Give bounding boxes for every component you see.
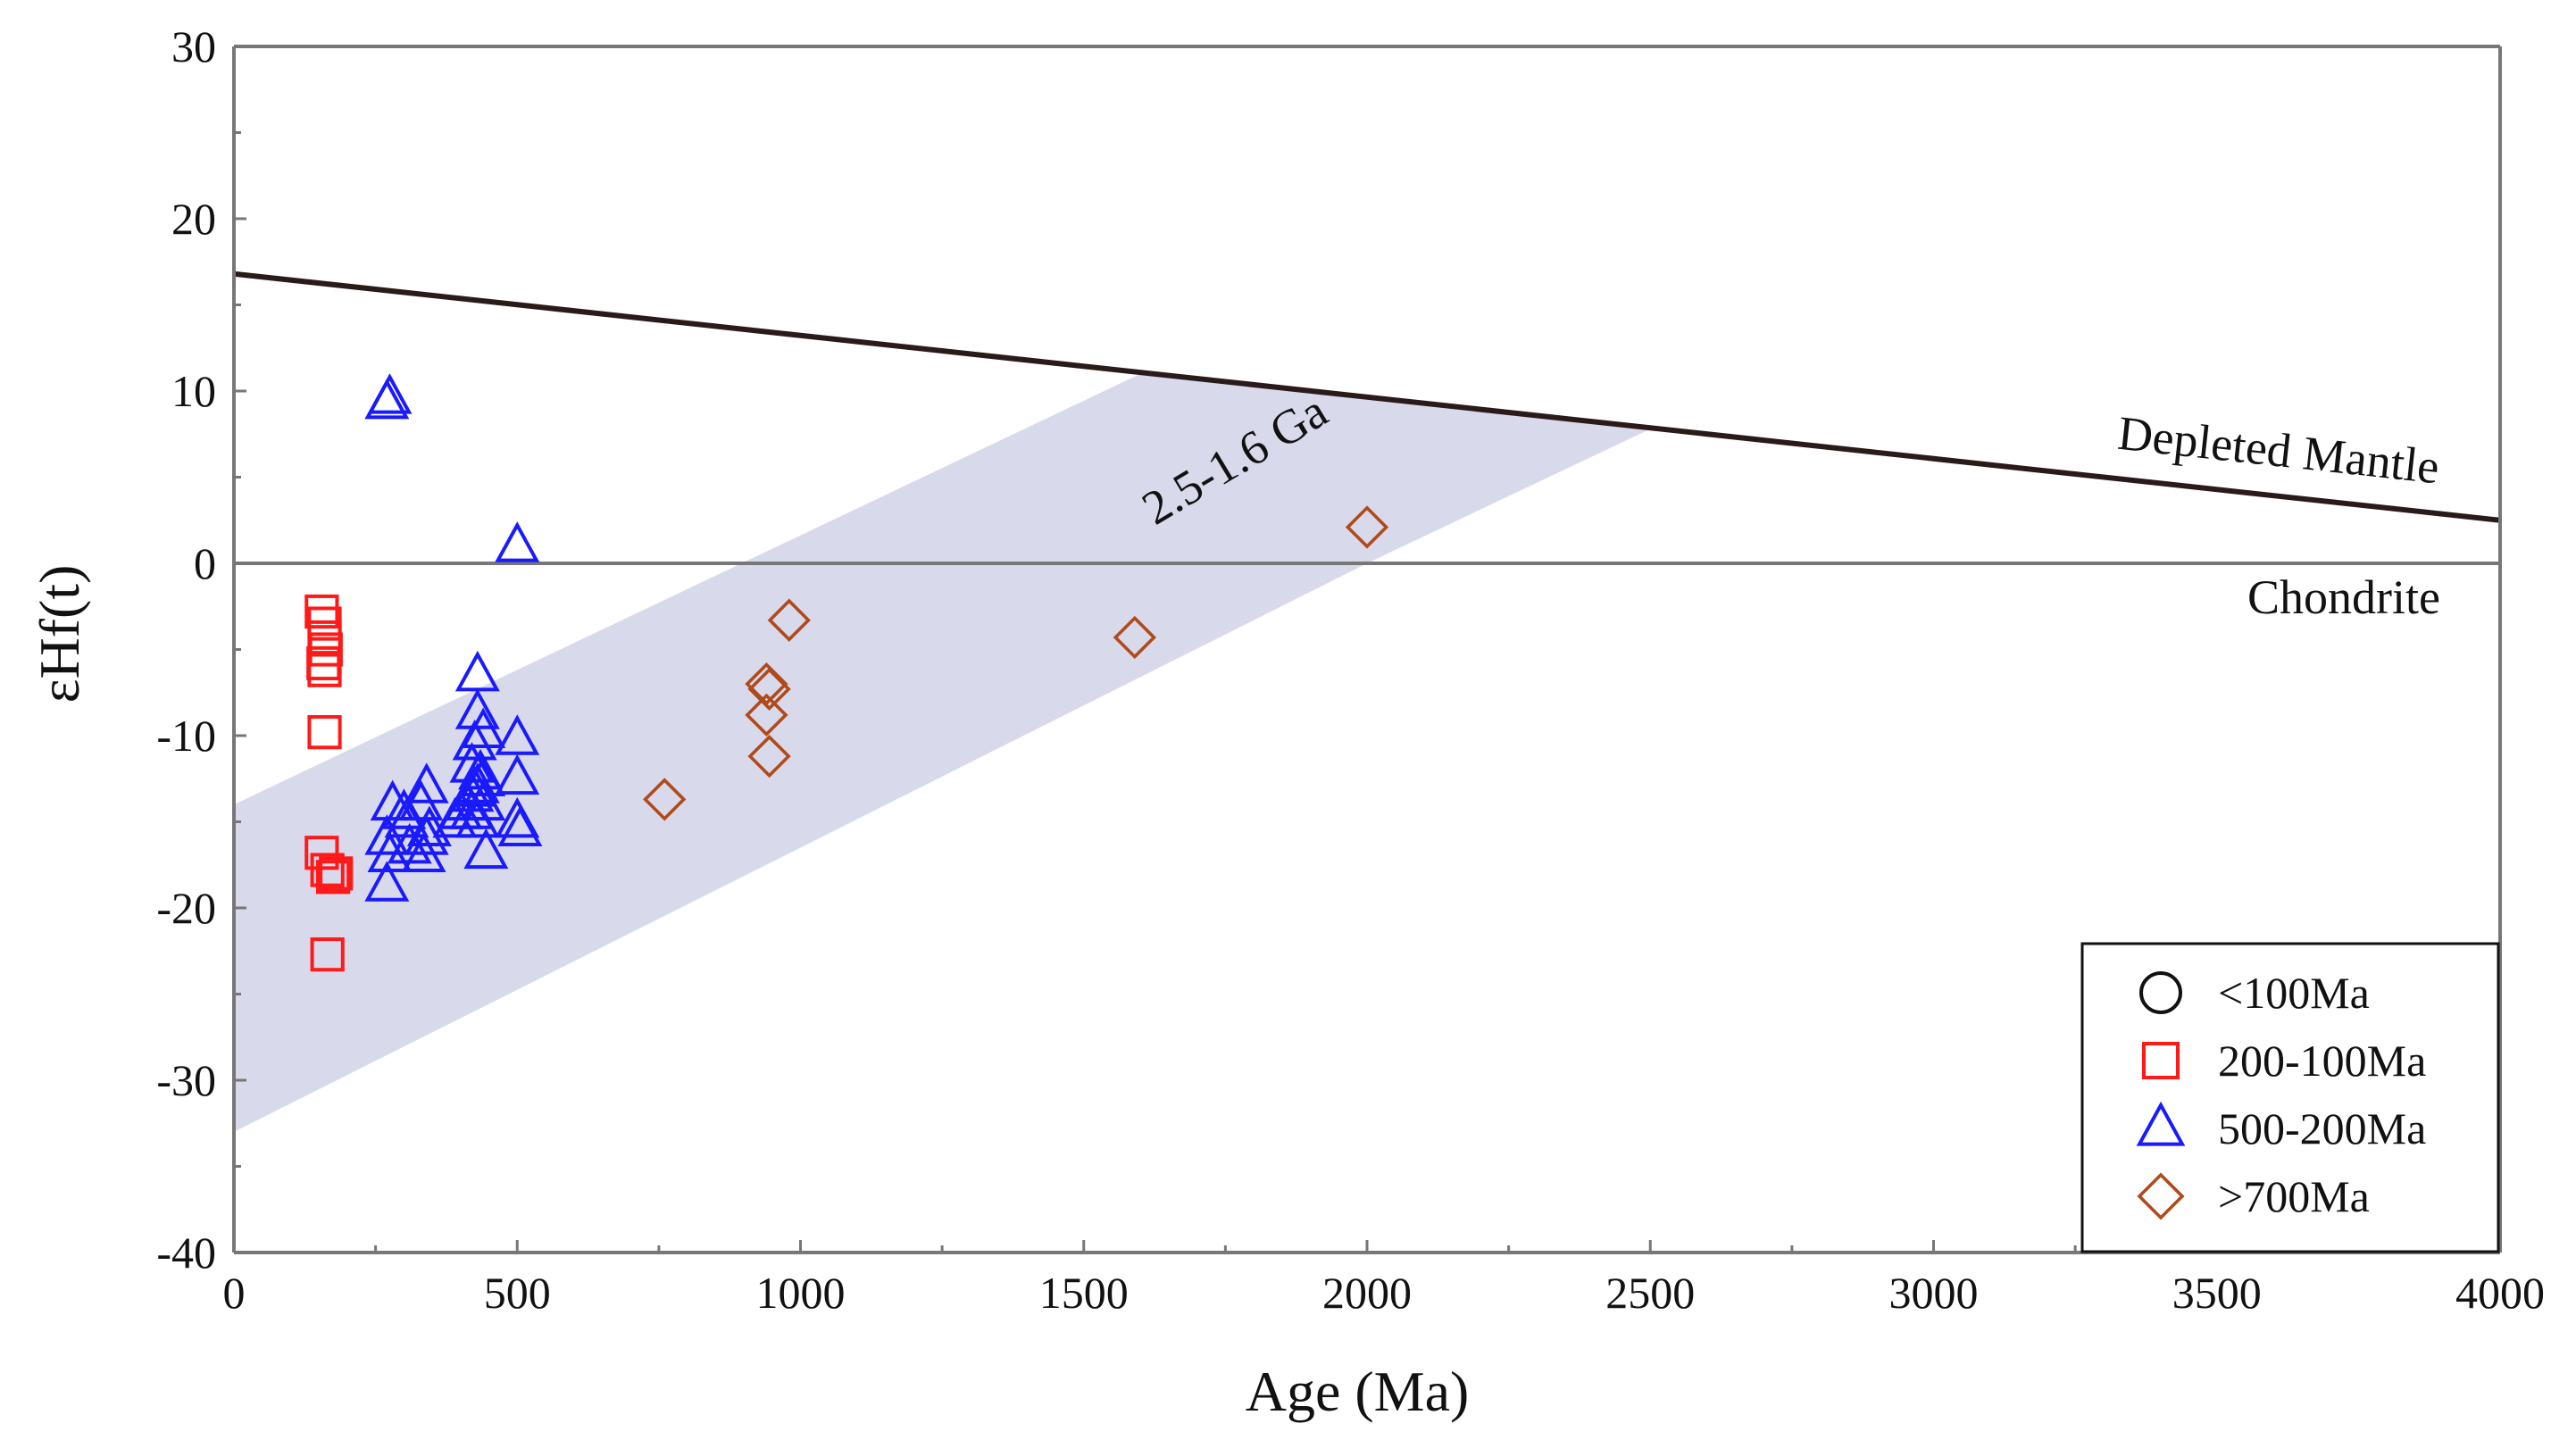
data-point-triangle xyxy=(364,861,410,902)
chondrite-label: Chondrite xyxy=(2247,570,2440,624)
reference-lines-layer xyxy=(233,271,2501,565)
x-tick-label: 3000 xyxy=(1889,1268,1979,1318)
data-points-layer xyxy=(304,373,1389,972)
y-tick-label: -40 xyxy=(156,1228,216,1278)
x-axis-title: Age (Ma) xyxy=(1246,1360,1470,1423)
data-point-square xyxy=(315,860,351,895)
y-tick-label: -30 xyxy=(156,1055,216,1105)
x-tick-label: 4000 xyxy=(2455,1268,2545,1318)
y-tick-label: 30 xyxy=(171,21,216,71)
data-point-diamond xyxy=(747,735,791,778)
x-tick-label: 1000 xyxy=(756,1268,846,1318)
data-point-diamond xyxy=(1345,505,1389,549)
data-point-square xyxy=(304,594,339,629)
data-point-triangle xyxy=(404,762,449,803)
legend-box xyxy=(2080,942,2500,1253)
legend-marker-triangle xyxy=(2136,1101,2186,1146)
data-point-triangle xyxy=(495,753,540,795)
depleted-mantle-label: Depleted Mantle xyxy=(2115,406,2442,495)
data-point-triangle xyxy=(495,521,540,562)
data-point-diamond xyxy=(745,693,788,737)
data-point-triangle xyxy=(367,373,413,414)
data-point-triangle xyxy=(452,720,497,761)
legend-label: >700Ma xyxy=(2218,1171,2370,1221)
data-point-square xyxy=(310,853,345,887)
data-point-triangle xyxy=(497,805,543,847)
y-axis-title: εHf(t) xyxy=(28,565,91,703)
data-point-triangle xyxy=(364,814,410,855)
y-tick-label: -20 xyxy=(156,883,216,933)
data-point-square xyxy=(307,715,342,750)
x-tick-label: 1500 xyxy=(1039,1268,1129,1318)
legend-label: 500-200Ma xyxy=(2218,1103,2426,1153)
data-point-triangle xyxy=(495,714,540,755)
legend: <100Ma 200-100Ma 500-200Ma >700Ma xyxy=(2080,942,2500,1253)
data-point-square xyxy=(310,937,345,972)
legend-item-s200: 200-100Ma xyxy=(2142,1036,2426,1086)
data-point-diamond xyxy=(747,667,791,712)
series-s700 xyxy=(643,505,1389,821)
data-point-triangle xyxy=(370,779,415,821)
evolution-band xyxy=(234,373,1651,1132)
data-point-diamond xyxy=(767,598,811,642)
data-point-triangle xyxy=(463,828,509,870)
x-tick-label: 2500 xyxy=(1605,1268,1695,1318)
legend-label: 200-100Ma xyxy=(2218,1036,2426,1086)
legend-label: <100Ma xyxy=(2218,968,2370,1018)
data-point-diamond xyxy=(1113,615,1157,660)
x-tick-label: 3500 xyxy=(2172,1268,2262,1318)
depleted-mantle-line xyxy=(233,271,2501,523)
data-point-square xyxy=(307,653,342,687)
data-point-triangle xyxy=(398,779,444,821)
data-point-triangle xyxy=(401,831,446,872)
y-tick-label: 0 xyxy=(194,538,216,588)
data-point-square xyxy=(319,856,354,891)
legend-marker-square xyxy=(2142,1042,2180,1079)
legend-item-s700: >700Ma xyxy=(2137,1171,2370,1221)
x-tick-label: 0 xyxy=(223,1268,246,1318)
data-point-triangle xyxy=(432,796,478,838)
data-point-triangle xyxy=(461,779,506,821)
x-tick-label: 500 xyxy=(484,1268,551,1318)
evolution-band-layer xyxy=(234,373,1651,1132)
x-tick-label: 2000 xyxy=(1322,1268,1412,1318)
legend-item-s100: <100Ma xyxy=(2139,968,2370,1018)
data-point-diamond xyxy=(745,662,788,706)
legend-marker-circle xyxy=(2139,971,2182,1014)
legend-marker-diamond xyxy=(2137,1172,2185,1220)
y-tick-label: 20 xyxy=(171,194,216,244)
legend-item-s500: 500-200Ma xyxy=(2136,1101,2426,1153)
y-tick-label: 10 xyxy=(171,366,216,416)
axes-layer: 0 500 1000 1500 2000 2500 3000 3500 4000 -40 -30 -2… xyxy=(156,21,2545,1318)
series-s200 xyxy=(304,594,354,972)
y-tick-label: -10 xyxy=(156,711,216,761)
data-point-diamond xyxy=(643,778,687,821)
series-s500 xyxy=(364,373,543,902)
legend-entries: <100Ma 200-100Ma 500-200Ma >700Ma xyxy=(2136,968,2426,1221)
